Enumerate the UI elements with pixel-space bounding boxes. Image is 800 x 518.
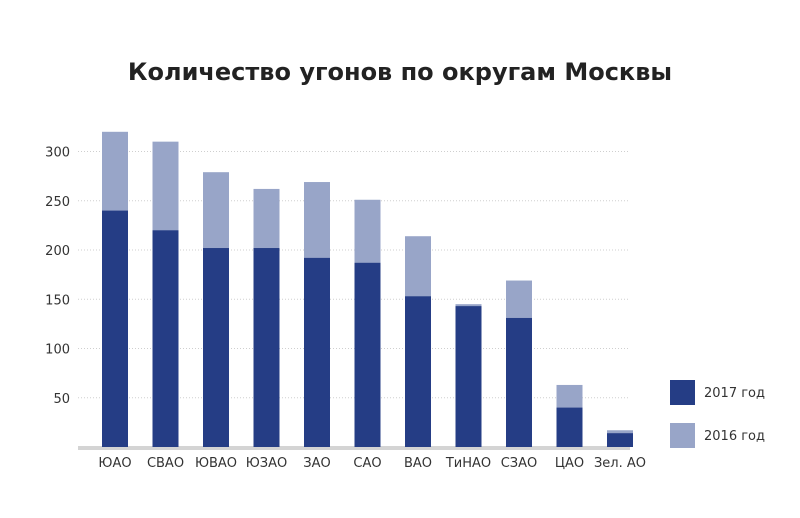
x-tick-label: ЮВАО	[195, 456, 237, 471]
bars	[102, 131, 633, 448]
x-tick-label: ЮЗАО	[246, 456, 288, 471]
legend-label-0: 2017 год	[704, 386, 765, 401]
x-axis: ЮАО СВАО ЮВАО ЮЗАО ЗАО САО ВАО ТиНАО СЗАО ЦАО Зел.…	[98, 456, 646, 471]
y-axis: 50 100 150 200 250 300	[45, 146, 70, 407]
chart-title: Количество угонов по округам Москвы	[128, 58, 672, 86]
x-tick-label: СЗАО	[501, 456, 538, 471]
y-tick-label: 100	[45, 343, 70, 358]
bar-2017-1	[152, 230, 179, 447]
legend-swatch-1	[670, 423, 695, 448]
x-tick-label: ЮАО	[98, 456, 131, 471]
y-tick-label: 200	[45, 244, 70, 259]
bar-2017-3	[253, 248, 280, 447]
legend: 2017 год 2016 год	[670, 380, 765, 448]
x-tick-label: СВАО	[147, 456, 184, 471]
bar-2017-6	[405, 296, 431, 447]
y-tick-label: 300	[45, 146, 70, 161]
bar-2017-0	[102, 210, 128, 447]
grid	[78, 151, 630, 450]
bar-2017-2	[203, 248, 229, 447]
x-tick-label: ЗАО	[303, 456, 330, 471]
x-tick-label: ВАО	[404, 456, 432, 471]
bar-2017-8	[506, 317, 532, 447]
x-tick-label: ТиНАО	[445, 456, 491, 471]
y-tick-label: 150	[45, 293, 70, 308]
y-tick-label: 50	[53, 392, 70, 407]
x-tick-label: ЦАО	[555, 456, 584, 471]
bar-2017-10	[607, 433, 633, 447]
y-tick-label: 250	[45, 195, 70, 210]
bar-2017-9	[556, 407, 583, 447]
legend-swatch-0	[670, 380, 695, 405]
x-axis-baseline	[78, 446, 630, 450]
bar-2017-5	[354, 262, 381, 447]
bar-2017-7	[455, 306, 482, 447]
legend-label-1: 2016 год	[704, 429, 765, 444]
x-tick-label: САО	[353, 456, 381, 471]
x-tick-label: Зел. АО	[594, 456, 646, 471]
bar-2017-4	[304, 257, 330, 447]
